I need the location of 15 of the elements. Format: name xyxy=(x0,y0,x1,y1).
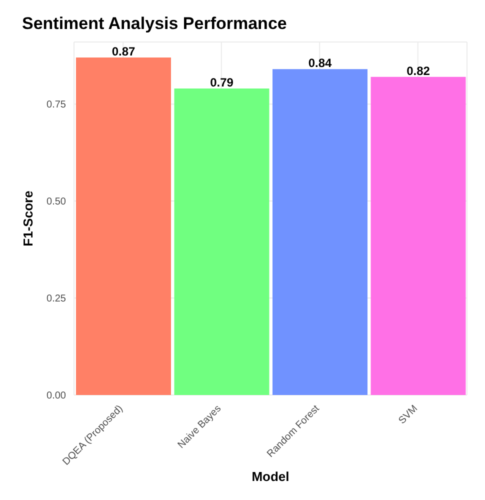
y-tick-label: 0.25 xyxy=(46,294,66,305)
y-tick-label: 0.50 xyxy=(46,196,66,208)
x-axis-title: Model xyxy=(252,469,290,484)
bar xyxy=(76,58,171,395)
data-label: 0.84 xyxy=(308,56,332,70)
data-label: 0.79 xyxy=(210,76,234,90)
y-tick-label: 0.00 xyxy=(46,390,66,402)
bar xyxy=(174,88,270,395)
bar xyxy=(370,76,466,395)
data-label: 0.87 xyxy=(112,44,136,59)
data-label: 0.82 xyxy=(406,64,430,78)
y-axis-title: F1-Score xyxy=(20,190,36,246)
bar xyxy=(272,69,368,395)
y-tick-label: 0.75 xyxy=(46,100,66,111)
chart-title: Sentiment Analysis Performance xyxy=(21,13,288,34)
